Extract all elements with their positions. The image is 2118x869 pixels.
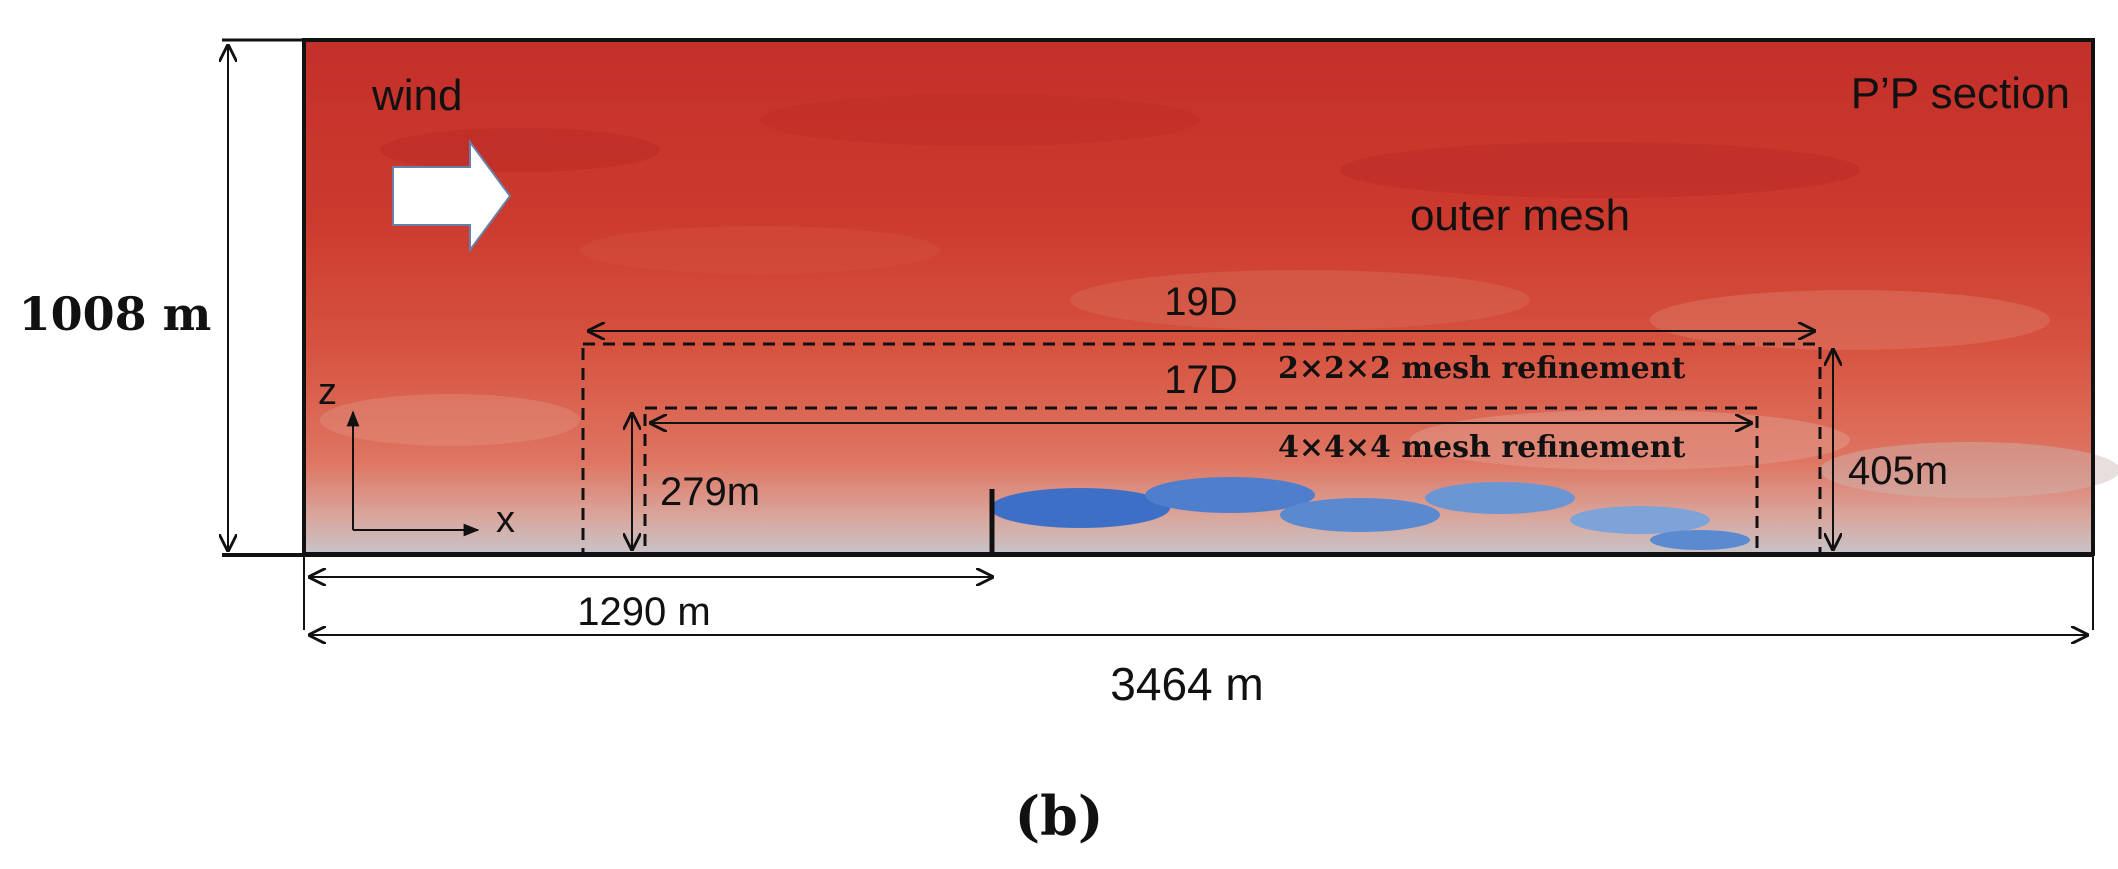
z-axis-label: z <box>318 371 337 413</box>
inner-refinement-length-label: 17D <box>1164 358 1237 402</box>
outer-refinement-length-label: 19D <box>1164 280 1237 324</box>
panel-label: (b) <box>1015 784 1104 848</box>
turbine-distance-label: 1290 m <box>577 590 710 634</box>
outer-refinement-height-label: 405m <box>1848 449 1948 493</box>
section-label: P’P section <box>1851 69 2070 118</box>
wind-label: wind <box>371 71 463 120</box>
velocity-field <box>304 40 2093 554</box>
domain-length-label: 3464 m <box>1110 658 1263 710</box>
outer-refinement-label: 2×2×2 mesh refinement <box>1278 351 1686 386</box>
inner-refinement-label: 4×4×4 mesh refinement <box>1278 430 1686 465</box>
inner-refinement-region <box>643 406 1759 557</box>
inner-refinement-height-label: 279m <box>660 470 760 514</box>
x-axis-label: x <box>496 499 515 541</box>
outer-mesh-label: outer mesh <box>1410 191 1630 240</box>
domain-height-label: 1008 m <box>19 287 212 341</box>
outer-refinement-region <box>581 342 1822 557</box>
wind-arrow-icon <box>392 138 512 254</box>
turbine-wake <box>990 477 1750 550</box>
